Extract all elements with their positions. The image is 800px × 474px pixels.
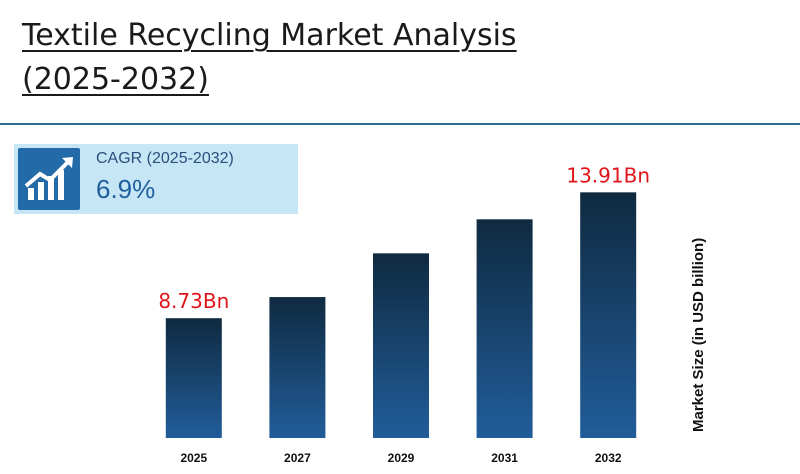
cagr-panel: CAGR (2025-2032) 6.9% [14,144,298,214]
bar-2027 [269,297,326,438]
bar-2029 [373,253,429,438]
bar-2031 [476,219,533,438]
data-label-2032: 13.91Bn [566,163,650,187]
title-line-1: Textile Recycling Market Analysis [22,18,517,53]
x-tick-label: 2031 [491,451,518,465]
title-divider [0,123,800,125]
data-label-2025: 8.73Bn [158,289,229,313]
x-tick-label: 2032 [595,451,622,465]
cagr-label: CAGR (2025-2032) [96,150,234,167]
y-axis-label: Market Size (in USD billion) [690,237,707,432]
page-title: Textile Recycling Market Analysis (2025-… [22,14,517,102]
bar-2032 [580,192,637,438]
x-tick-label: 2029 [388,451,415,465]
growth-chart-icon [18,148,80,210]
cagr-value: 6.9% [96,174,156,204]
bar-2025 [165,318,222,438]
x-tick-label: 2027 [284,451,311,465]
title-line-2: (2025-2032) [22,62,209,97]
x-tick-label: 2025 [180,451,207,465]
